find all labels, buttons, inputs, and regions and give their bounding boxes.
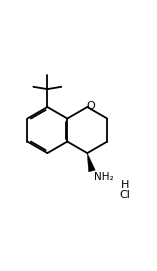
Text: NH₂: NH₂ — [94, 172, 113, 182]
Text: H: H — [121, 179, 129, 189]
Text: Cl: Cl — [120, 191, 131, 201]
Text: O: O — [86, 101, 95, 111]
Polygon shape — [87, 153, 95, 172]
